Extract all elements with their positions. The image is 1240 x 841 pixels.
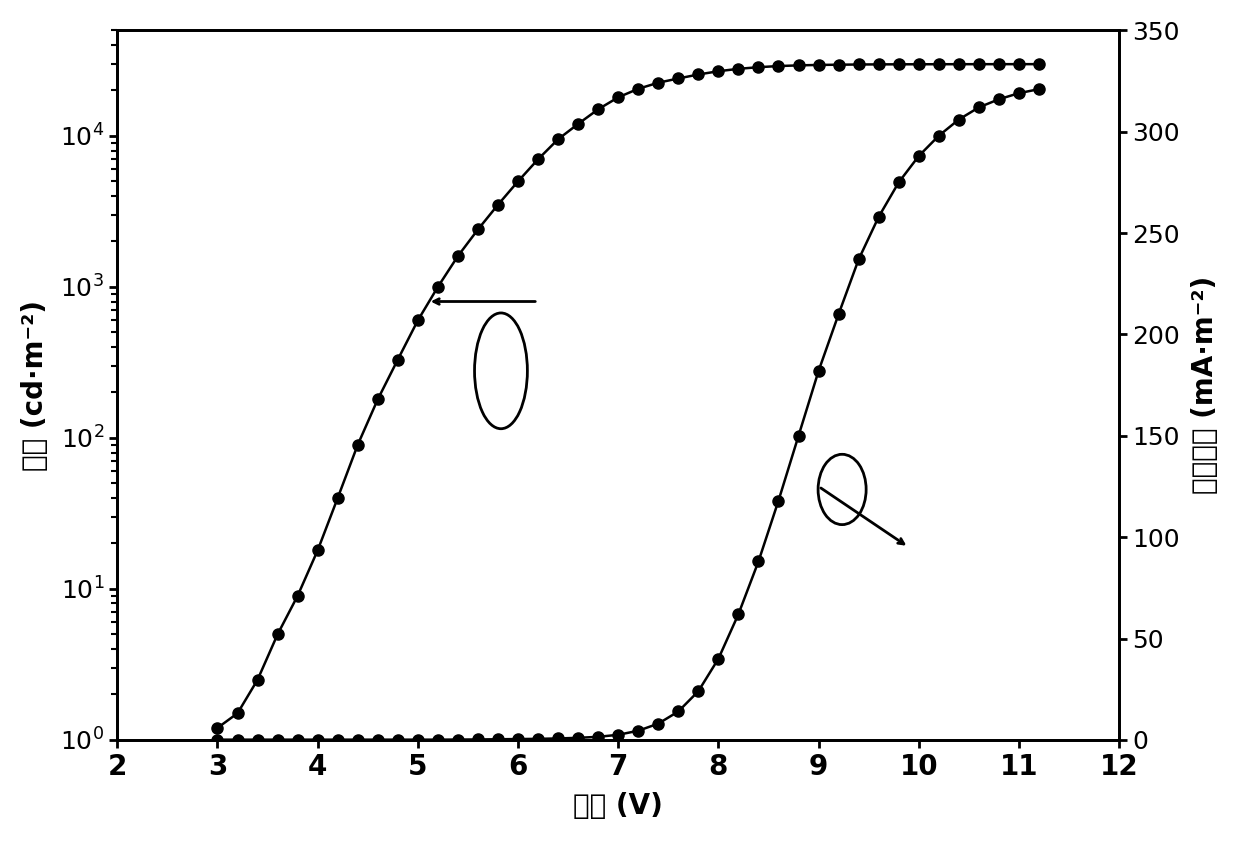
Y-axis label: 电流密度 (mA·m⁻²): 电流密度 (mA·m⁻²): [1192, 276, 1219, 495]
X-axis label: 电压 (V): 电压 (V): [573, 792, 663, 820]
Y-axis label: 亮度 (cd·m⁻²): 亮度 (cd·m⁻²): [21, 299, 48, 471]
